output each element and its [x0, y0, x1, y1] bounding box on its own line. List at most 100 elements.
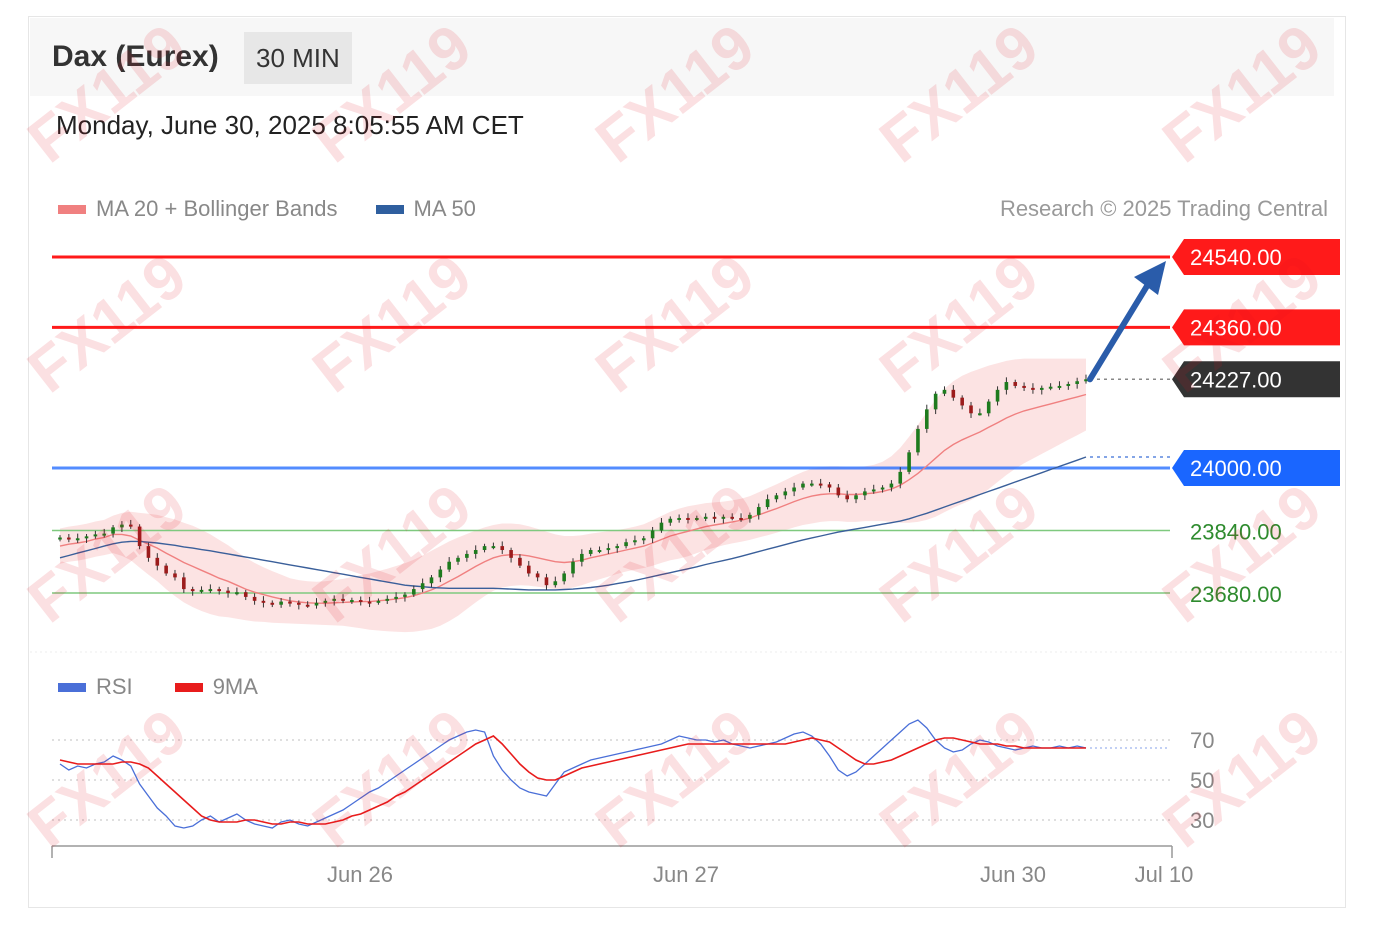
candle-body: [986, 401, 991, 414]
candle-body: [650, 530, 655, 539]
candle-body: [137, 526, 142, 547]
rsi-line: [59, 719, 1087, 829]
candle-body: [385, 598, 390, 601]
candle-body: [553, 581, 558, 586]
watermark-text: FX119: [584, 241, 768, 406]
candle-body: [411, 589, 416, 595]
candle-body: [243, 592, 248, 597]
candle-body: [845, 495, 849, 500]
candle-body: [827, 484, 832, 488]
candle-body: [173, 573, 177, 578]
rsi-swatch: [58, 682, 86, 692]
ma50-line: [59, 456, 1087, 591]
candle-body: [889, 483, 894, 488]
watermark-text: FX119: [1151, 696, 1335, 861]
candle-body: [456, 557, 460, 562]
candle-body: [1075, 381, 1079, 384]
candle-body: [721, 516, 726, 519]
candle-body: [562, 573, 566, 582]
candle-body: [544, 577, 549, 586]
support-level-label: 23840.00: [1190, 519, 1282, 544]
ma50-swatch: [375, 204, 404, 214]
candle-body: [863, 491, 867, 496]
candle-body: [252, 596, 257, 601]
watermark-text: FX119: [301, 696, 485, 861]
candle-body: [774, 495, 779, 500]
pivot-level-label: 24000.00: [1190, 456, 1282, 481]
candle-body: [217, 589, 222, 592]
watermark-text: FX119: [868, 11, 1052, 176]
candle-body: [146, 546, 151, 558]
resistance-level-tag: [1172, 309, 1340, 346]
candle-body: [226, 590, 230, 593]
pivot-level-tag: [1172, 449, 1340, 486]
candle-body: [350, 600, 354, 603]
target-arrow-shaft: [1087, 278, 1153, 383]
current-level-tag: [1172, 361, 1340, 398]
candle-body: [978, 413, 982, 416]
candle-body: [473, 550, 478, 554]
candle-body: [597, 550, 602, 553]
candle-body: [792, 487, 796, 492]
watermark-text: FX119: [16, 696, 200, 861]
candle-body: [695, 517, 699, 520]
resistance-level-label: 24540.00: [1190, 245, 1282, 270]
timestamp: Monday, June 30, 2025 8:05:55 AM CET: [56, 110, 524, 140]
x-axis-label: Jul 10: [1135, 862, 1194, 887]
candle-body: [712, 516, 717, 519]
candle-body: [261, 600, 266, 603]
candle-body: [871, 489, 876, 492]
candle-body: [580, 553, 584, 562]
candle-body: [279, 601, 283, 605]
candle-body: [1004, 382, 1009, 390]
candle-body: [518, 557, 522, 566]
candle-body: [491, 546, 496, 549]
rsi-level-label: 30: [1190, 808, 1214, 833]
watermark-text: FX119: [1151, 471, 1335, 636]
legend-rsi-label: RSI: [96, 674, 133, 699]
candle-body: [730, 516, 735, 519]
candle-body: [67, 537, 71, 540]
candle-body: [756, 507, 761, 515]
candle-body: [75, 538, 80, 541]
x-axis-label: Jun 30: [980, 862, 1046, 887]
candle-body: [633, 540, 637, 543]
watermark-text: FX119: [16, 11, 200, 176]
candle-body: [810, 483, 814, 486]
candle-body: [659, 522, 664, 531]
watermark-text: FX119: [584, 696, 768, 861]
candle-body: [1084, 379, 1088, 382]
candle-body: [376, 600, 381, 603]
candle-body: [403, 594, 407, 597]
candle-body: [509, 550, 513, 558]
research-credit: Research © 2025 Trading Central: [999, 196, 1328, 221]
candle-body: [933, 393, 938, 410]
candle-body: [924, 409, 929, 429]
candle-body: [394, 596, 398, 599]
watermark-text: FX119: [584, 11, 768, 176]
candle-body: [748, 514, 752, 519]
watermark-text: FX119: [1151, 11, 1335, 176]
candle-body: [854, 495, 858, 500]
candle-body: [58, 537, 62, 540]
candle-body: [190, 589, 195, 592]
candle-body: [677, 517, 681, 520]
candle-body: [641, 538, 646, 541]
candle-body: [765, 499, 770, 508]
candle-body: [465, 553, 469, 558]
candle-body: [898, 471, 903, 484]
candle-body: [270, 602, 275, 605]
candle-body: [818, 483, 823, 486]
candle-body: [482, 546, 487, 551]
candle-body: [235, 592, 239, 595]
timeframe-badge[interactable]: 30 MIN: [244, 32, 352, 84]
candle-body: [438, 569, 443, 578]
candle-body: [686, 517, 690, 520]
candle-body: [836, 487, 841, 496]
candle-body: [288, 601, 292, 604]
chart-card: [28, 16, 1346, 908]
watermark-text: FX119: [301, 241, 485, 406]
resistance-level-tag: [1172, 239, 1340, 275]
rsi-ma-line: [59, 735, 1086, 825]
candle-body: [208, 589, 213, 592]
